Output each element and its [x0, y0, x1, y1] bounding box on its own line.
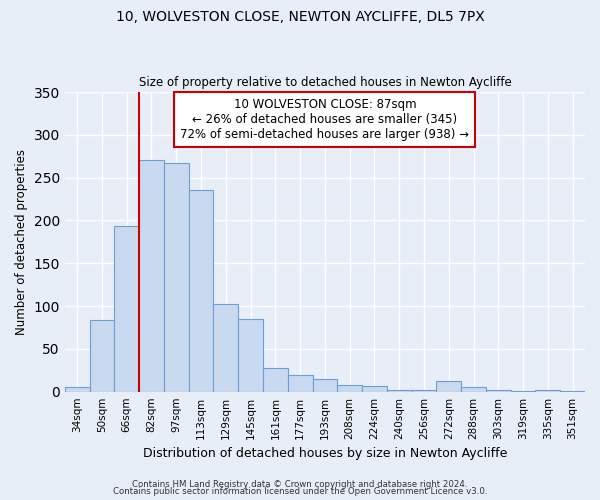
Bar	[238, 319, 263, 392]
Bar	[387, 390, 412, 392]
Bar	[337, 385, 362, 392]
Bar	[263, 368, 288, 392]
Bar	[139, 160, 164, 392]
Text: 10 WOLVESTON CLOSE: 87sqm
← 26% of detached houses are smaller (345)
72% of semi: 10 WOLVESTON CLOSE: 87sqm ← 26% of detac…	[181, 98, 469, 141]
Bar	[461, 386, 486, 392]
Bar	[89, 320, 115, 392]
Bar	[288, 376, 313, 392]
Bar	[65, 386, 89, 392]
Bar	[362, 386, 387, 392]
Bar	[188, 190, 214, 392]
Bar	[214, 304, 238, 392]
Title: Size of property relative to detached houses in Newton Aycliffe: Size of property relative to detached ho…	[139, 76, 511, 90]
Bar	[486, 390, 511, 392]
Text: 10, WOLVESTON CLOSE, NEWTON AYCLIFFE, DL5 7PX: 10, WOLVESTON CLOSE, NEWTON AYCLIFFE, DL…	[116, 10, 484, 24]
Text: Contains HM Land Registry data © Crown copyright and database right 2024.: Contains HM Land Registry data © Crown c…	[132, 480, 468, 489]
Y-axis label: Number of detached properties: Number of detached properties	[15, 149, 28, 335]
Bar	[115, 226, 139, 392]
Text: Contains public sector information licensed under the Open Government Licence v3: Contains public sector information licen…	[113, 488, 487, 496]
Bar	[511, 391, 535, 392]
Bar	[436, 380, 461, 392]
X-axis label: Distribution of detached houses by size in Newton Aycliffe: Distribution of detached houses by size …	[143, 447, 507, 460]
Bar	[164, 163, 188, 392]
Bar	[535, 390, 560, 392]
Bar	[412, 390, 436, 392]
Bar	[560, 391, 585, 392]
Bar	[313, 379, 337, 392]
